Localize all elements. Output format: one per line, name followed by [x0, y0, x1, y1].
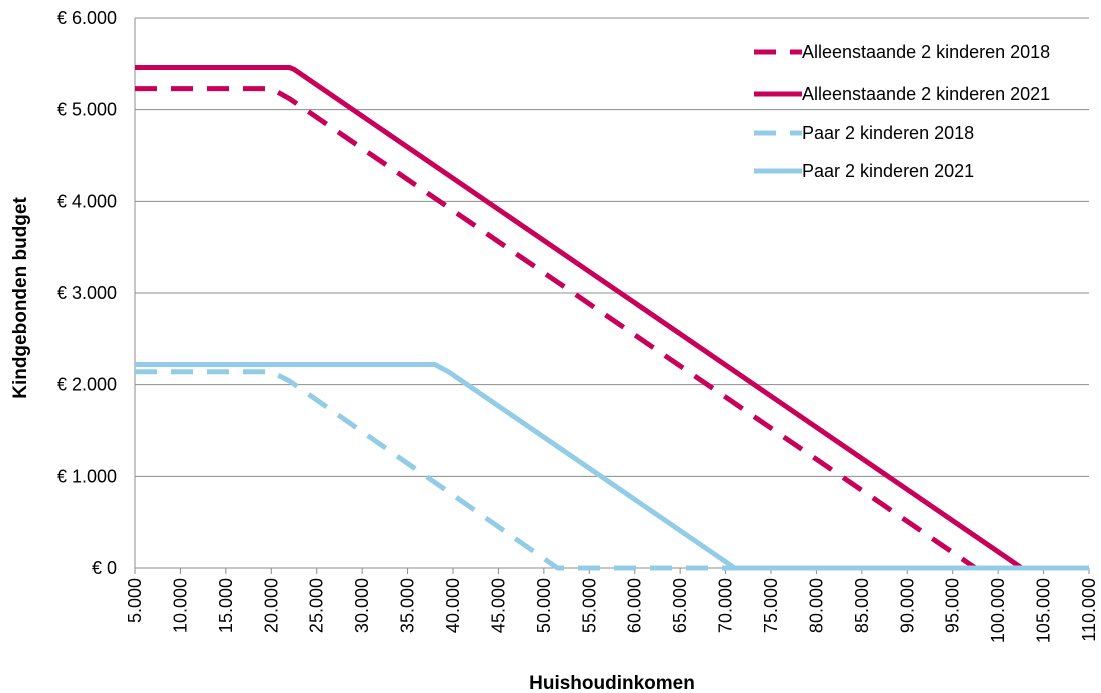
- x-tick-label: 110.000: [1079, 578, 1099, 642]
- x-tick-label: 100.000: [988, 578, 1008, 643]
- y-tick-label: € 6.000: [57, 8, 117, 28]
- legend: Alleenstaande 2 kinderen 2018 Alleenstaan…: [754, 42, 1050, 181]
- legend-label: Paar 2 kinderen 2018: [802, 123, 974, 143]
- x-tick-label: 55.000: [579, 578, 599, 633]
- x-tick-label: 85.000: [852, 578, 872, 633]
- x-tick-label: 10.000: [170, 578, 190, 633]
- series-lines: [135, 65, 1089, 571]
- x-tick-label: 20.000: [261, 578, 281, 633]
- y-tick-label: € 4.000: [57, 191, 117, 211]
- x-tick-label: 40.000: [443, 578, 463, 633]
- x-tick-label: 25.000: [307, 578, 327, 633]
- legend-label: Paar 2 kinderen 2021: [802, 161, 974, 181]
- x-tick-labels: 5.000 10.000 15.000 20.000 25.000 30.000 35.00…: [125, 578, 1099, 643]
- x-tick-label: 70.000: [716, 578, 736, 633]
- x-tick-label: 95.000: [943, 578, 963, 633]
- y-tick-label: € 3.000: [57, 283, 117, 303]
- x-tick-label: 45.000: [488, 578, 508, 633]
- x-tick-label: 60.000: [625, 578, 645, 633]
- y-tick-label: € 0: [92, 558, 117, 578]
- x-axis-title: Huishoudinkomen: [529, 673, 695, 693]
- x-tick-label: 75.000: [761, 578, 781, 633]
- x-tick-label: 35.000: [398, 578, 418, 633]
- series-line-3: [135, 369, 1089, 571]
- x-tick-label: 80.000: [806, 578, 826, 633]
- x-tick-label: 5.000: [125, 578, 145, 623]
- y-tick-labels: € 0 € 1.000 € 2.000 € 3.000 € 4.000 € 5.000 € …: [57, 8, 117, 578]
- x-tick-label: 90.000: [897, 578, 917, 633]
- legend-label: Alleenstaande 2 kinderen 2021: [802, 84, 1050, 104]
- x-tick-label: 50.000: [534, 578, 554, 633]
- y-tick-label: € 1.000: [57, 466, 117, 486]
- x-tick-label: 65.000: [670, 578, 690, 633]
- x-tick-label: 105.000: [1034, 578, 1054, 643]
- legend-label: Alleenstaande 2 kinderen 2018: [802, 42, 1050, 62]
- y-tick-label: € 5.000: [57, 100, 117, 120]
- x-tick-label: 30.000: [352, 578, 372, 633]
- y-axis-title: Kindgebonden budget: [10, 197, 31, 399]
- x-tick-label: 15.000: [216, 578, 236, 633]
- y-tick-label: € 2.000: [57, 375, 117, 395]
- series-line-4: [135, 362, 1089, 571]
